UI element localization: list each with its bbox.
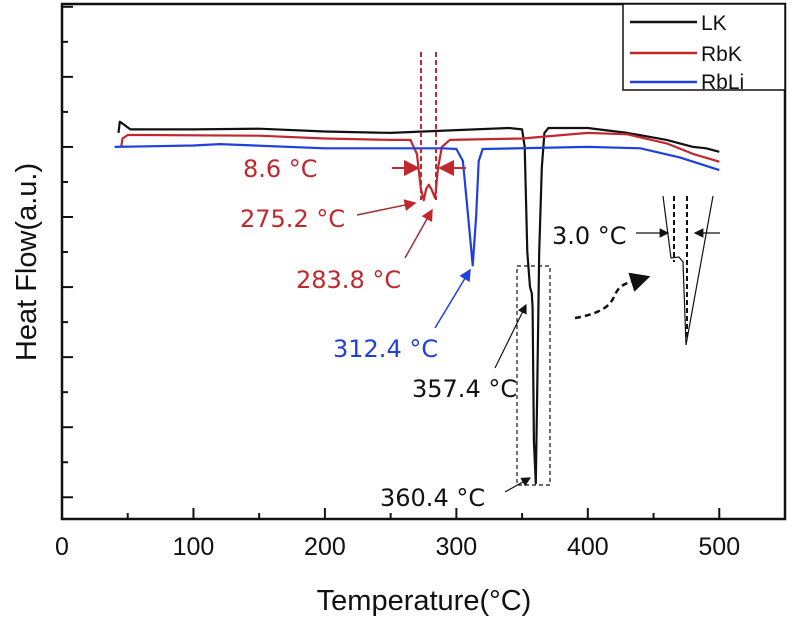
rbk-peak1-arrow bbox=[356, 199, 417, 216]
legend-label-rbli: RbLi bbox=[701, 71, 744, 94]
lk-zoom-box bbox=[516, 265, 551, 486]
series-line-rbli bbox=[114, 143, 720, 267]
rbli-peak-arrow bbox=[434, 268, 471, 329]
x-tick-label: 0 bbox=[55, 533, 69, 561]
x-axis-label: Temperature(°C) bbox=[317, 585, 532, 617]
rbk-peak2-arrow bbox=[404, 208, 433, 259]
y-axis-label: Heat Flow(a.u.) bbox=[11, 163, 43, 361]
rbk-peak1-label: 275.2 °C bbox=[240, 205, 345, 233]
legend-label-lk: LK bbox=[701, 12, 727, 35]
lk-peak2-arrow bbox=[504, 477, 532, 493]
rbk-peak2-label: 283.8 °C bbox=[296, 266, 401, 294]
x-tick-label: 100 bbox=[173, 533, 215, 561]
x-tick-label: 500 bbox=[698, 533, 740, 561]
lk-inset-curve bbox=[636, 195, 720, 346]
legend: LK RbK RbLi bbox=[622, 3, 786, 94]
rbk-gap-annotation bbox=[392, 52, 466, 200]
plot-frame bbox=[60, 2, 787, 521]
axis-ticks: 0 100 200 300 400 500 bbox=[55, 5, 786, 561]
lk-peak2-label: 360.4 °C bbox=[380, 484, 485, 512]
series-line-lk bbox=[117, 120, 720, 485]
lk-peak1-label: 357.4 °C bbox=[412, 375, 517, 403]
lk-peak1-arrow bbox=[494, 303, 527, 369]
rbk-gap-label: 8.6 °C bbox=[243, 155, 318, 183]
series-lines bbox=[114, 120, 720, 485]
lk-gap-label: 3.0 °C bbox=[552, 222, 627, 250]
zoom-curly-arrow bbox=[574, 272, 651, 320]
legend-label-rbk: RbK bbox=[701, 43, 742, 66]
x-tick-label: 400 bbox=[567, 533, 609, 561]
x-tick-label: 200 bbox=[304, 533, 346, 561]
x-tick-label: 300 bbox=[436, 533, 478, 561]
rbli-peak-label: 312.4 °C bbox=[333, 335, 438, 363]
series-line-rbk bbox=[120, 131, 720, 202]
